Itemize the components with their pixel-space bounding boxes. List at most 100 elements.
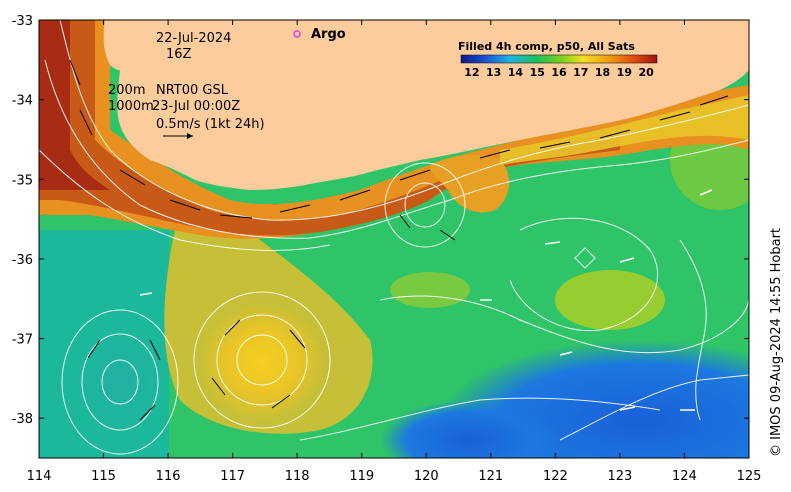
x-tick-label: 118 [285, 469, 310, 484]
sst-patch-mid [390, 272, 470, 308]
velocity-arrow [211, 377, 226, 396]
velocity-arrow [279, 204, 311, 213]
sst-cool-eddy [73, 327, 163, 437]
colorbar-tick-label: 15 [530, 66, 545, 79]
depth-200-label: 200m [108, 83, 145, 98]
velocity-arrow [79, 109, 93, 136]
sst-warm-eddy [200, 304, 324, 420]
velocity-arrow [399, 214, 411, 229]
streamline [101, 359, 139, 405]
y-tick-label: -36 [12, 253, 33, 268]
colorbar-tick-label: 17 [573, 66, 588, 79]
sst-cold-pool-2 [380, 400, 560, 458]
y-axis: -33 -34 -35 -36 -37 -38 [12, 14, 749, 427]
sst-patch-east [555, 270, 665, 330]
y-tick-label: -33 [12, 14, 33, 29]
colorbar-tick-label: 20 [638, 66, 654, 79]
velocity-arrow [339, 189, 371, 201]
velocity-arrow [479, 149, 511, 159]
y-tick-label: -38 [12, 412, 33, 427]
depth-1000-label: 1000m [108, 99, 154, 114]
x-tick-label: 115 [91, 469, 116, 484]
y-tick-label: -37 [12, 333, 33, 348]
x-tick-label: 114 [27, 469, 52, 484]
colorbar-title: Filled 4h comp, p50, All Sats [458, 40, 635, 53]
velocity-arrow [599, 129, 631, 139]
colorbar-tick-label: 19 [617, 66, 632, 79]
streamline [44, 59, 749, 239]
streamline [61, 309, 179, 455]
velocity-arrow [699, 189, 713, 196]
colorbar-tick-label: 18 [595, 66, 610, 79]
velocity-scale-arrowhead [187, 133, 193, 139]
x-tick-label: 124 [672, 469, 697, 484]
streamline [59, 20, 749, 221]
sst-warm-loop [430, 154, 510, 213]
velocity-arrow [619, 406, 636, 411]
velocity-arrow [224, 319, 241, 336]
valid-time: 23-Jul 00:00Z [152, 99, 240, 114]
velocity-arrow [87, 339, 101, 359]
streamline [559, 374, 749, 441]
streamline [81, 333, 159, 431]
velocity-arrow [539, 141, 571, 149]
credit-text: © IMOS 09-Aug-2024 14:55 Hobart [769, 228, 784, 457]
colorbar-tick-label: 13 [486, 66, 501, 79]
x-tick-label: 121 [478, 469, 503, 484]
velocity-arrow [289, 329, 306, 349]
sst-hot-core [39, 20, 110, 190]
velocity-arrow [119, 169, 146, 186]
velocity-arrow [69, 59, 81, 86]
land-cape [103, 20, 133, 71]
velocity-arrow [219, 214, 253, 219]
velocity-scale-label: 0.5m/s (1kt 24h) [156, 117, 265, 132]
map-plot-area [39, 20, 749, 458]
x-axis: 114 115 116 117 118 119 120 121 122 123 124 125 [27, 20, 762, 484]
streamline [574, 247, 596, 269]
velocity-arrow [559, 351, 573, 356]
streamline [39, 149, 331, 251]
velocity-arrow [139, 292, 153, 296]
velocity-vectors-weak [139, 189, 713, 411]
velocity-arrow [439, 229, 456, 241]
colorbar-tick-label: 14 [508, 66, 524, 79]
x-tick-label: 117 [220, 469, 245, 484]
velocity-arrow [659, 111, 691, 121]
streamline [236, 334, 288, 386]
streamline [509, 217, 659, 332]
argo-label: Argo [311, 27, 346, 42]
velocity-arrow [149, 339, 161, 361]
y-tick-label: -35 [12, 173, 33, 188]
x-tick-label: 125 [737, 469, 762, 484]
velocity-arrow [699, 95, 729, 106]
streamlines [39, 20, 749, 455]
velocity-arrow [544, 241, 561, 245]
y-tick-label: -34 [12, 94, 33, 109]
velocity-arrow [271, 394, 291, 409]
streamline [193, 291, 331, 429]
x-tick-label: 123 [607, 469, 632, 484]
colorbar-ticks: 12 13 14 15 16 17 18 19 20 [464, 66, 654, 79]
colorbar [460, 54, 658, 64]
x-tick-label: 116 [156, 469, 181, 484]
map-date: 22-Jul-2024 [156, 31, 231, 46]
argo-marker-icon [293, 30, 301, 38]
colorbar-tick-label: 16 [551, 66, 567, 79]
streamline [379, 295, 749, 354]
streamline [404, 182, 446, 228]
streamline [384, 162, 466, 248]
streamline [299, 397, 661, 441]
streamline [216, 314, 308, 406]
velocity-arrow [139, 404, 156, 421]
map-hour: 16Z [166, 47, 192, 62]
velocity-arrow [399, 169, 431, 181]
streamline [679, 239, 707, 421]
colorbar-tick-label: 12 [464, 66, 479, 79]
velocity-vectors [69, 59, 729, 421]
velocity-arrow [619, 257, 635, 263]
x-tick-label: 122 [543, 469, 568, 484]
product-label: NRT00 GSL [156, 83, 229, 98]
plot-frame [38, 19, 750, 459]
velocity-arrow [169, 199, 201, 211]
